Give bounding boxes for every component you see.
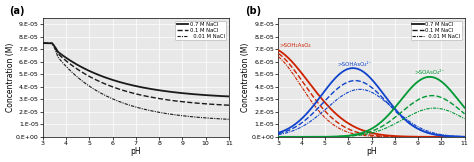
Text: (b): (b)	[245, 6, 261, 16]
0.7 M NaCl	[217, 95, 222, 97]
0.7 M NaCl	[109, 79, 114, 81]
  0.01 M NaCl	[226, 118, 232, 120]
0.1 M NaCl	[226, 104, 232, 106]
0.1 M NaCl	[195, 102, 201, 104]
  0.01 M NaCl	[204, 117, 210, 119]
Text: >SOAsO₄²⁻: >SOAsO₄²⁻	[415, 70, 445, 75]
0.7 M NaCl	[226, 95, 232, 97]
  0.01 M NaCl	[195, 116, 201, 118]
0.1 M NaCl	[40, 42, 46, 44]
Legend: 0.7 M NaCl, 0.1 M NaCl,   0.01 M NaCl: 0.7 M NaCl, 0.1 M NaCl, 0.01 M NaCl	[410, 21, 462, 40]
0.7 M NaCl	[91, 72, 97, 74]
0.7 M NaCl	[195, 93, 201, 95]
0.1 M NaCl	[91, 78, 97, 80]
0.1 M NaCl	[217, 104, 222, 106]
Text: (a): (a)	[9, 6, 25, 16]
X-axis label: pH: pH	[131, 147, 141, 156]
Line:   0.01 M NaCl: 0.01 M NaCl	[43, 43, 229, 119]
  0.01 M NaCl	[109, 97, 114, 99]
Legend: 0.7 M NaCl, 0.1 M NaCl,   0.01 M NaCl: 0.7 M NaCl, 0.1 M NaCl, 0.01 M NaCl	[175, 21, 226, 40]
0.1 M NaCl	[204, 103, 210, 105]
Y-axis label: Concentration (M): Concentration (M)	[241, 43, 250, 112]
0.1 M NaCl	[101, 83, 107, 85]
0.7 M NaCl	[204, 94, 210, 96]
0.7 M NaCl	[101, 76, 107, 78]
Line: 0.1 M NaCl: 0.1 M NaCl	[43, 43, 229, 105]
  0.01 M NaCl	[40, 42, 46, 44]
  0.01 M NaCl	[101, 94, 107, 96]
  0.01 M NaCl	[217, 118, 222, 120]
Line: 0.7 M NaCl: 0.7 M NaCl	[43, 43, 229, 96]
Y-axis label: Concentration (M): Concentration (M)	[6, 43, 15, 112]
0.1 M NaCl	[109, 86, 114, 87]
Text: >SOHAsO₄²⁻: >SOHAsO₄²⁻	[338, 62, 372, 67]
Text: >SOH₂AsO₄: >SOH₂AsO₄	[280, 43, 311, 48]
0.7 M NaCl	[40, 42, 46, 44]
  0.01 M NaCl	[91, 88, 97, 90]
X-axis label: pH: pH	[366, 147, 377, 156]
